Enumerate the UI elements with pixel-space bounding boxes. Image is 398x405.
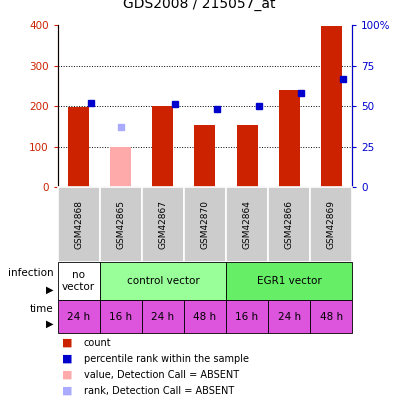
Bar (100, 262, 226, 300)
Text: GDS2008 / 215057_at: GDS2008 / 215057_at (123, 0, 275, 11)
Bar (142, 300, 184, 333)
Text: no
vector: no vector (62, 270, 95, 292)
Text: 16 h: 16 h (236, 311, 259, 322)
Text: ■: ■ (62, 369, 72, 379)
Text: 24 h: 24 h (151, 311, 174, 322)
Text: infection: infection (8, 268, 54, 278)
Text: GSM42866: GSM42866 (285, 200, 294, 249)
Bar (152, 106, 174, 187)
Bar (321, 26, 342, 187)
Bar (226, 187, 268, 262)
Bar (310, 187, 352, 262)
Text: GSM42865: GSM42865 (116, 200, 125, 249)
Text: 48 h: 48 h (193, 311, 217, 322)
Bar (195, 125, 215, 187)
Bar (310, 300, 352, 333)
Text: value, Detection Call = ABSENT: value, Detection Call = ABSENT (84, 369, 239, 379)
Text: 48 h: 48 h (320, 311, 343, 322)
Bar (184, 300, 226, 333)
Bar (142, 187, 184, 262)
Text: GSM42868: GSM42868 (74, 200, 83, 249)
Text: GSM42867: GSM42867 (158, 200, 168, 249)
Bar (110, 147, 131, 187)
Text: ■: ■ (62, 386, 72, 396)
Bar (226, 300, 268, 333)
Bar (58, 300, 100, 333)
Text: ■: ■ (62, 337, 72, 347)
Bar (279, 90, 300, 187)
Text: EGR1 vector: EGR1 vector (257, 276, 322, 286)
Text: percentile rank within the sample: percentile rank within the sample (84, 354, 249, 364)
Bar (184, 187, 226, 262)
Bar (58, 262, 100, 300)
Text: count: count (84, 337, 111, 347)
Text: 24 h: 24 h (277, 311, 300, 322)
Bar (226, 262, 352, 300)
Text: time: time (30, 304, 54, 314)
Text: 16 h: 16 h (109, 311, 133, 322)
Bar (100, 300, 142, 333)
Text: ▶: ▶ (46, 319, 54, 329)
Bar (236, 125, 258, 187)
Bar (68, 107, 89, 187)
Text: GSM42864: GSM42864 (242, 200, 252, 249)
Text: ■: ■ (62, 354, 72, 364)
Bar (268, 300, 310, 333)
Text: control vector: control vector (127, 276, 199, 286)
Text: ▶: ▶ (46, 284, 54, 294)
Bar (100, 187, 142, 262)
Bar (268, 187, 310, 262)
Text: GSM42870: GSM42870 (201, 200, 209, 249)
Bar (58, 187, 100, 262)
Text: GSM42869: GSM42869 (327, 200, 336, 249)
Text: 24 h: 24 h (67, 311, 90, 322)
Text: rank, Detection Call = ABSENT: rank, Detection Call = ABSENT (84, 386, 234, 396)
